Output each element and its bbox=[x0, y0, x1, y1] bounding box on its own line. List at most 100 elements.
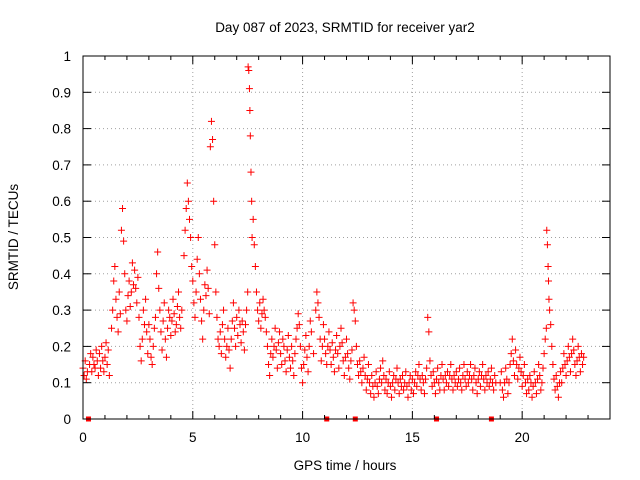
data-point bbox=[260, 306, 268, 314]
data-point bbox=[417, 386, 425, 394]
data-point bbox=[142, 295, 150, 303]
data-point bbox=[201, 281, 209, 289]
data-point bbox=[241, 321, 249, 329]
data-point bbox=[546, 306, 554, 314]
data-point bbox=[426, 357, 434, 365]
data-point bbox=[577, 350, 585, 358]
data-point bbox=[271, 324, 279, 332]
data-point bbox=[350, 306, 358, 314]
data-point bbox=[166, 313, 174, 321]
data-point bbox=[364, 361, 372, 369]
data-point bbox=[194, 234, 202, 241]
data-point bbox=[543, 241, 551, 249]
data-point bbox=[159, 317, 167, 325]
data-point bbox=[250, 241, 258, 249]
data-point bbox=[569, 335, 577, 343]
data-point bbox=[431, 390, 439, 398]
data-point bbox=[411, 379, 419, 387]
data-point bbox=[189, 277, 197, 285]
data-point bbox=[105, 371, 113, 379]
data-point bbox=[302, 332, 310, 340]
data-point bbox=[362, 386, 370, 394]
data-point bbox=[113, 313, 121, 321]
data-point bbox=[287, 364, 295, 372]
data-point bbox=[444, 368, 452, 376]
data-point bbox=[576, 368, 584, 376]
data-point bbox=[136, 342, 144, 350]
data-point bbox=[460, 361, 468, 369]
data-point bbox=[168, 317, 176, 325]
data-point bbox=[573, 357, 581, 365]
data-point bbox=[274, 339, 282, 347]
data-point bbox=[407, 386, 415, 394]
data-point bbox=[385, 368, 393, 376]
data-point bbox=[240, 346, 248, 354]
data-point bbox=[213, 313, 221, 321]
data-point bbox=[109, 306, 117, 314]
data-point bbox=[324, 342, 332, 350]
data-point bbox=[280, 342, 288, 350]
data-point bbox=[509, 357, 517, 365]
data-point bbox=[291, 350, 299, 358]
data-point bbox=[314, 299, 322, 307]
data-point bbox=[419, 379, 427, 387]
data-point bbox=[423, 364, 431, 372]
data-point bbox=[121, 270, 129, 278]
data-point bbox=[98, 342, 106, 350]
data-point bbox=[382, 375, 390, 383]
data-point bbox=[116, 310, 124, 318]
data-point bbox=[222, 353, 230, 361]
data-point bbox=[150, 324, 158, 332]
x-axis-label: GPS time / hours bbox=[294, 458, 397, 473]
data-point bbox=[88, 368, 96, 376]
data-point bbox=[175, 288, 183, 296]
data-point bbox=[449, 386, 457, 394]
data-point bbox=[281, 357, 289, 365]
data-point bbox=[313, 288, 321, 296]
data-point bbox=[306, 317, 314, 325]
y-tick-label: 1 bbox=[63, 49, 71, 64]
data-point bbox=[192, 288, 200, 296]
data-point bbox=[315, 313, 323, 321]
data-point bbox=[126, 302, 134, 310]
data-point bbox=[246, 106, 254, 114]
data-point bbox=[352, 342, 360, 350]
data-point bbox=[238, 317, 246, 325]
data-point bbox=[110, 277, 118, 285]
data-point bbox=[290, 371, 298, 379]
data-point bbox=[329, 353, 337, 361]
data-point bbox=[395, 390, 403, 398]
data-point bbox=[224, 324, 232, 332]
data-point bbox=[114, 328, 122, 336]
data-point bbox=[442, 379, 450, 387]
data-point bbox=[133, 299, 141, 307]
data-point bbox=[502, 364, 510, 372]
data-point bbox=[265, 361, 273, 369]
data-point bbox=[288, 342, 296, 350]
data-point bbox=[505, 379, 513, 387]
data-point bbox=[375, 375, 383, 383]
data-point bbox=[564, 342, 572, 350]
data-point bbox=[355, 371, 363, 379]
data-point bbox=[420, 390, 428, 398]
y-tick-label: 0.6 bbox=[52, 194, 71, 209]
y-tick-label: 0.2 bbox=[52, 339, 71, 354]
data-point bbox=[251, 263, 259, 271]
data-point bbox=[404, 393, 412, 401]
data-point bbox=[453, 382, 461, 390]
data-point bbox=[303, 353, 311, 361]
data-point bbox=[247, 168, 255, 176]
data-point bbox=[146, 335, 154, 343]
x-tick-label: 20 bbox=[515, 430, 530, 445]
data-point bbox=[529, 382, 537, 390]
x-tick-label: 15 bbox=[405, 430, 420, 445]
data-point bbox=[458, 386, 466, 394]
x-tick-label: 0 bbox=[79, 430, 87, 445]
data-point bbox=[440, 386, 448, 394]
data-point bbox=[87, 350, 95, 358]
data-point bbox=[262, 328, 270, 336]
data-point bbox=[196, 295, 204, 303]
data-point bbox=[193, 255, 201, 263]
data-point bbox=[162, 353, 170, 361]
